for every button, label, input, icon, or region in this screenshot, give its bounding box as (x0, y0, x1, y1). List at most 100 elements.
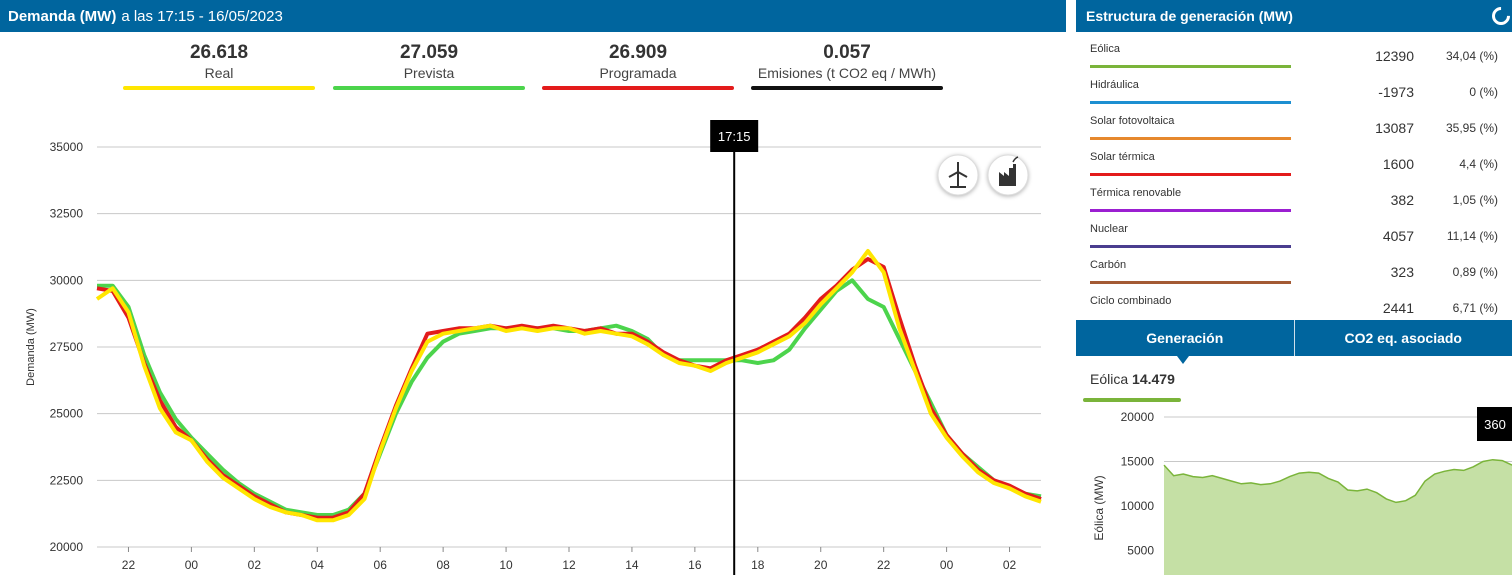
generation-source-pct: 4,4 (%) (1459, 157, 1498, 171)
eolica-line (1163, 458, 1512, 504)
series-line-prevista (97, 278, 1042, 517)
wind-turbine-button[interactable] (937, 154, 979, 196)
generation-source-mw: 4057 (1382, 228, 1414, 244)
x-tick-label: 22 (122, 558, 136, 572)
x-tick-label: 06 (374, 558, 388, 572)
eolica-chart[interactable]: 5000 10000 15000 20000 Eólica (MW) (1076, 400, 1512, 575)
x-tick-label: 20 (814, 558, 828, 572)
kpi-programada[interactable]: 26.909 Programada (542, 42, 734, 90)
selected-source-underline (1083, 398, 1181, 402)
generation-source-pct: 35,95 (%) (1445, 121, 1498, 135)
x-tick-label: 10 (499, 558, 513, 572)
generation-row[interactable]: Ciclo combinado 2441 6,71 (%) (1076, 290, 1512, 326)
header-separator: - (198, 7, 204, 25)
kpi-programada-value: 26.909 (608, 42, 668, 63)
generation-source-pct: 1,05 (%) (1452, 193, 1498, 207)
x-tick-label: 00 (185, 558, 199, 572)
side-y-tick-label: 5000 (1127, 544, 1154, 558)
x-tick-label: 02 (248, 558, 262, 572)
kpi-prevista-bar (333, 86, 525, 90)
generation-source-mw: -1973 (1378, 84, 1414, 100)
tab-co2-label: CO2 eq. asociado (1344, 330, 1462, 346)
x-tick-label: 00 (940, 558, 954, 572)
wind-turbine-icon (948, 162, 968, 188)
kpi-emisiones-bar (751, 86, 943, 90)
y-tick-label: 22500 (50, 473, 84, 487)
generation-row[interactable]: Carbón 323 0,89 (%) (1076, 254, 1512, 290)
tab-generacion[interactable]: Generación (1076, 320, 1294, 364)
button-circle (987, 154, 1029, 196)
demand-chart[interactable]: 20000 22500 25000 27500 30000 32500 35000 22 00 0… (0, 110, 1066, 575)
kpi-real-value: 26.618 (189, 42, 249, 63)
generation-list: Eólica 12390 34,04 (%) Hidráulica -1973 0 (%)… (1076, 38, 1512, 326)
generation-row[interactable]: Solar fotovoltaica 13087 35,95 (%) (1076, 110, 1512, 146)
generation-row[interactable]: Eólica 12390 34,04 (%) (1076, 38, 1512, 74)
generation-source-bar (1090, 209, 1291, 212)
x-tick-label: 18 (751, 558, 765, 572)
generation-source-mw: 13087 (1375, 120, 1414, 136)
generation-source-mw: 12390 (1375, 48, 1414, 64)
time-cursor-label: 17:15 (718, 129, 751, 144)
x-tick-label: 16 (688, 558, 702, 572)
generation-row[interactable]: Solar térmica 1600 4,4 (%) (1076, 146, 1512, 182)
x-tick-label: 08 (436, 558, 450, 572)
generation-source-pct: 6,71 (%) (1452, 301, 1498, 315)
subtitle-prefix: a las (121, 7, 154, 25)
kpi-prevista-value: 27.059 (399, 42, 459, 63)
generation-row[interactable]: Nuclear 4057 11,14 (%) (1076, 218, 1512, 254)
generation-source-mw: 1600 (1382, 156, 1414, 172)
generation-source-bar (1090, 173, 1291, 176)
selected-source-value: 14.479 (1132, 371, 1175, 387)
y-tick-label: 35000 (50, 140, 84, 154)
generation-source-name: Hidráulica (1090, 79, 1139, 91)
tab-active-indicator (1177, 356, 1189, 364)
generation-source-bar (1090, 281, 1291, 284)
factory-button[interactable] (987, 154, 1029, 196)
generation-source-pct: 0 (%) (1469, 85, 1498, 99)
y-tick-label: 27500 (50, 340, 84, 354)
page-title: Demanda (MW) (8, 7, 117, 25)
x-tick-label: 04 (311, 558, 325, 572)
y-tick-label: 20000 (50, 540, 84, 554)
selected-source-name: Eólica (1090, 371, 1129, 387)
kpi-emisiones[interactable]: 0.057 Emisiones (t CO2 eq / MWh) (751, 42, 943, 90)
pie-chart-icon[interactable] (1488, 3, 1512, 29)
y-tick-label: 25000 (50, 407, 84, 421)
factory-icon (999, 156, 1019, 186)
tab-co2[interactable]: CO2 eq. asociado (1293, 320, 1512, 356)
demand-header: Demanda (MW) a las 17:15 - 16/05/2023 (0, 0, 1066, 32)
side-y-axis-title: Eólica (MW) (1092, 475, 1106, 540)
kpi-emisiones-value: 0.057 (823, 42, 871, 63)
x-tick-label: 22 (877, 558, 891, 572)
kpi-row: 26.618 Real 27.059 Prevista 26.909 Progr… (0, 42, 1066, 98)
generation-header: Estructura de generación (MW) (1076, 0, 1512, 32)
selected-source-label: Eólica 14.479 (1090, 371, 1175, 387)
generation-source-name: Solar térmica (1090, 151, 1155, 163)
chart-tooltip: 360 (1477, 407, 1512, 441)
generation-row[interactable]: Térmica renovable 382 1,05 (%) (1076, 182, 1512, 218)
kpi-prevista[interactable]: 27.059 Prevista (333, 42, 525, 90)
generation-source-bar (1090, 245, 1291, 248)
kpi-real-label: Real (204, 65, 234, 81)
generation-source-bar (1090, 101, 1291, 104)
y-tick-label: 32500 (50, 207, 84, 221)
kpi-emisiones-label: Emisiones (t CO2 eq / MWh) (757, 65, 937, 81)
generation-source-name: Nuclear (1090, 223, 1128, 235)
generation-source-bar (1090, 137, 1291, 140)
time-cursor-badge (710, 120, 759, 152)
series-line-programada (96, 257, 1042, 520)
kpi-real[interactable]: 26.618 Real (123, 42, 315, 90)
y-tick-label: 30000 (50, 273, 84, 287)
generation-source-name: Térmica renovable (1090, 187, 1182, 199)
header-time: 17:15 (157, 7, 195, 25)
generation-source-pct: 0,89 (%) (1452, 265, 1498, 279)
generation-source-name: Eólica (1090, 43, 1120, 55)
kpi-programada-label: Programada (599, 65, 677, 81)
x-tick-label: 14 (625, 558, 639, 572)
generation-tabs: Generación CO2 eq. asociado (1076, 320, 1512, 364)
generation-source-mw: 323 (1390, 264, 1414, 280)
kpi-programada-bar (542, 86, 734, 90)
generation-row[interactable]: Hidráulica -1973 0 (%) (1076, 74, 1512, 110)
generation-source-name: Carbón (1090, 259, 1127, 271)
